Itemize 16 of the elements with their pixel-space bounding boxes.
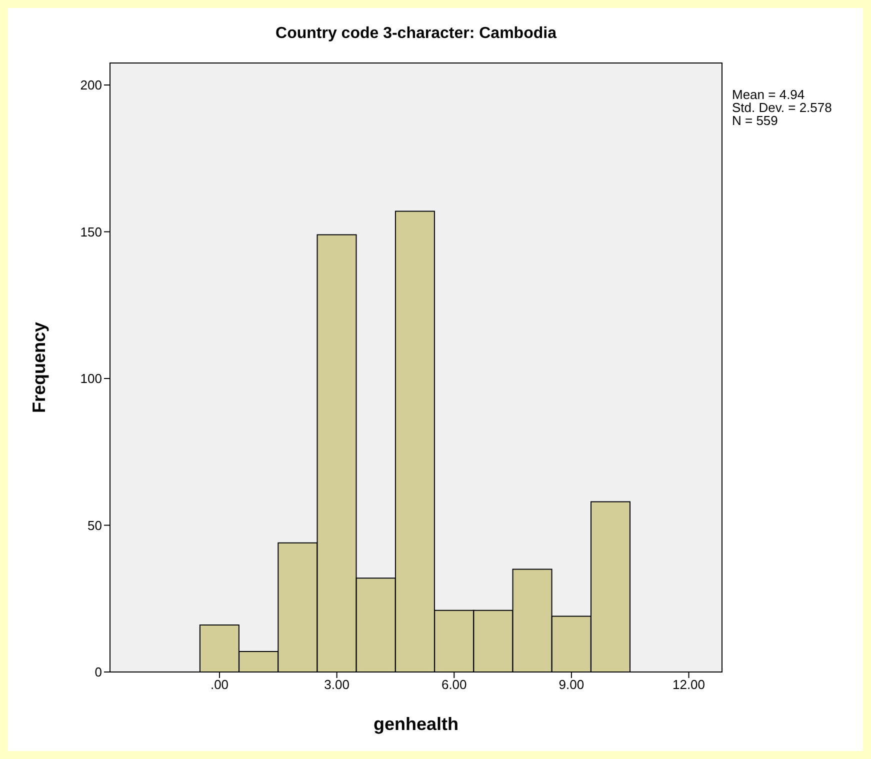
x-tick-label: 9.00 <box>558 677 584 692</box>
y-tick-label: 50 <box>88 518 102 533</box>
x-tick-label: 3.00 <box>324 677 350 692</box>
y-axis-title: Frequency <box>29 322 49 414</box>
x-tick-label: 6.00 <box>441 677 467 692</box>
x-tick-label: 12.00 <box>672 677 706 692</box>
y-tick-label: 0 <box>94 664 102 680</box>
chart-title: Country code 3-character: Cambodia <box>276 25 557 42</box>
x-tick-label: .00 <box>210 677 229 692</box>
x-axis-title: genhealth <box>373 714 459 734</box>
y-tick-label: 150 <box>80 224 102 240</box>
y-tick-label: 100 <box>80 371 102 386</box>
text: Mean = 4.94 <box>732 87 805 102</box>
text: N = 559 <box>732 113 778 128</box>
text: Std. Dev. = 2.578 <box>732 100 832 115</box>
y-tick-label: 200 <box>80 78 102 93</box>
